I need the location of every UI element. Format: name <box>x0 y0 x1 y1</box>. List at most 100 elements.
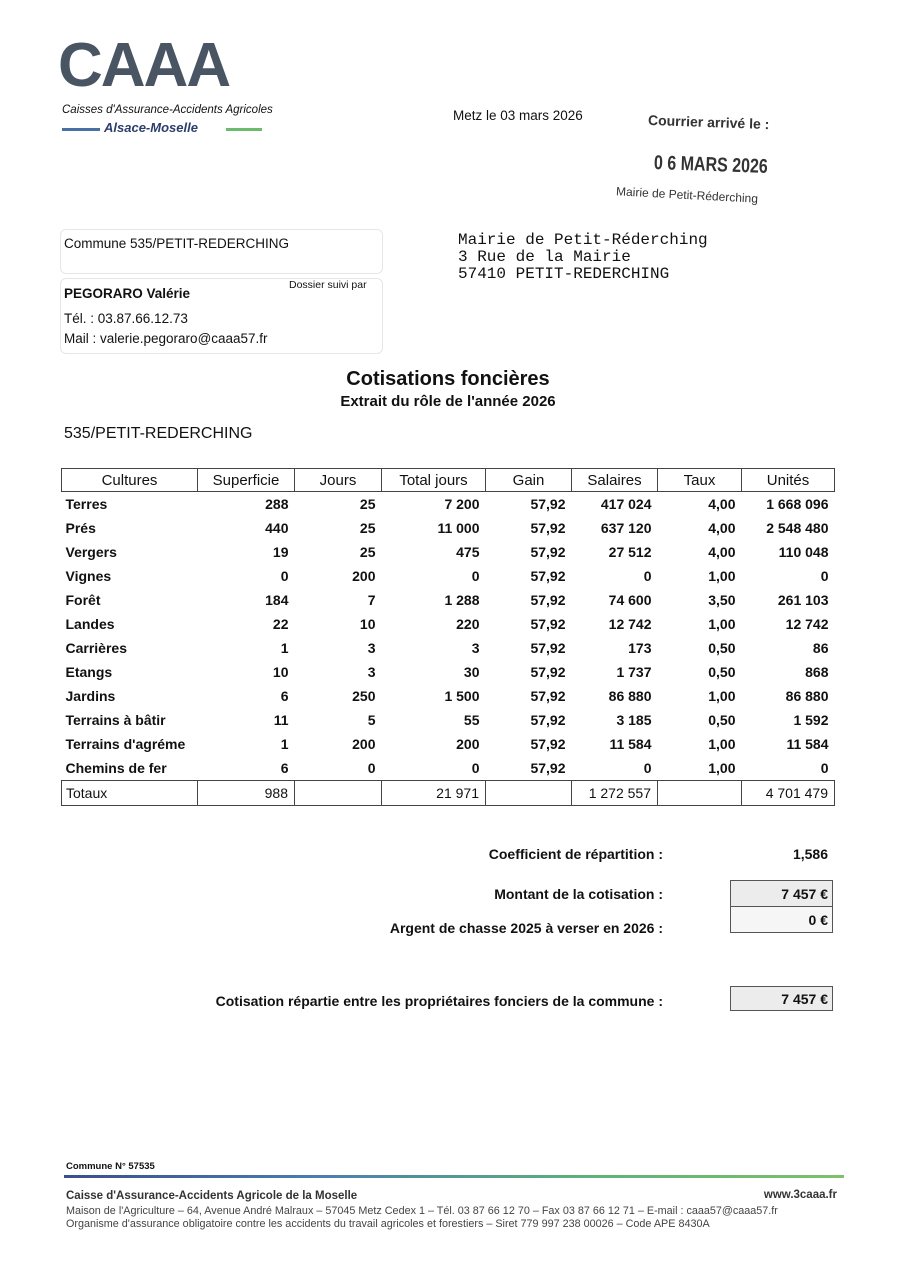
table-cell: 4,00 <box>708 496 736 512</box>
footer-line: Organisme d'assurance obligatoire contre… <box>66 1218 710 1230</box>
summary-label: Argent de chasse 2025 à verser en 2026 : <box>389 920 663 936</box>
table-row: Jardins 6 250 1 500 57,92 86 880 1,00 86 880 <box>62 684 835 708</box>
table-cell: 3 <box>367 664 376 680</box>
table-cell: 1 288 <box>444 592 480 608</box>
table-cell: Terrains d'agréme <box>65 736 186 752</box>
column-header: Unités <box>741 468 835 492</box>
table-cell: Vergers <box>65 544 117 560</box>
summary-value: 7 457 € <box>730 880 833 907</box>
table-cell: 4,00 <box>708 520 736 536</box>
table-row: Chemins de fer 6 0 0 57,92 0 1,00 0 <box>62 756 835 781</box>
footer-org: Caisse d'Assurance-Accidents Agricole de… <box>66 1190 358 1202</box>
table-cell: 200 <box>352 568 376 584</box>
table-cell: 0,50 <box>708 664 736 680</box>
totals-cell: 1 272 557 <box>571 780 658 806</box>
column-header: Total jours <box>381 468 486 492</box>
rule <box>226 128 262 131</box>
footer-line: Maison de l'Agriculture – 64, Avenue And… <box>66 1205 778 1217</box>
table-cell: 0 <box>471 568 480 584</box>
table-cell: 220 <box>456 616 480 632</box>
table-cell: 12 742 <box>785 616 829 632</box>
logo: CAAA <box>58 31 231 100</box>
footer-website: www.3caaa.fr <box>763 1189 837 1201</box>
table-cell: 57,92 <box>530 616 566 632</box>
table-row: Etangs 10 3 30 57,92 1 737 0,50 868 <box>62 660 835 684</box>
table-cell: 5 <box>367 712 376 728</box>
sender-mail: Mail : valerie.pegoraro@caaa57.fr <box>64 331 268 346</box>
footer-rule <box>64 1175 844 1178</box>
table-cell: Prés <box>65 520 96 536</box>
table-cell: 1,00 <box>708 688 736 704</box>
totals-cell: 4 701 479 <box>741 780 835 806</box>
table: Cultures Superficie Jours Total jours Gain Sa… <box>61 468 835 806</box>
summary-value: 7 457 € <box>730 986 833 1011</box>
table-cell: 184 <box>265 592 289 608</box>
table-cell: 7 200 <box>444 496 480 512</box>
table-cell: 11 000 <box>437 520 480 536</box>
table-row: Terrains à bâtir 11 5 55 57,92 3 185 0,50 1 592 <box>62 708 835 732</box>
table-cell: Landes <box>65 616 115 632</box>
table-cell: Terres <box>65 496 108 512</box>
table-cell: 3,50 <box>708 592 736 608</box>
table-cell: 417 024 <box>600 496 652 512</box>
commune-label: 535/PETIT-REDERCHING <box>64 425 253 442</box>
org-name: Caisses d'Assurance-Accidents Agricoles <box>62 104 273 116</box>
table-cell: Jardins <box>65 688 116 704</box>
table-cell: 1,00 <box>708 568 736 584</box>
table-cell: 0 <box>280 568 289 584</box>
table-cell: 250 <box>352 688 376 704</box>
table-cell: 173 <box>628 640 652 656</box>
table-cell: Etangs <box>65 664 113 680</box>
table-cell: 19 <box>272 544 289 560</box>
table-cell: 57,92 <box>530 760 566 776</box>
summary-value: 0 € <box>730 906 833 933</box>
table-cell: 1,00 <box>708 736 736 752</box>
column-header: Gain <box>485 468 572 492</box>
sender-box <box>60 278 383 354</box>
table-row: Vergers 19 25 475 57,92 27 512 4,00 110 048 <box>62 540 835 564</box>
summary-label: Montant de la cotisation : <box>494 886 663 902</box>
table-cell: 475 <box>456 544 480 560</box>
table-cell: 200 <box>456 736 480 752</box>
table-cell: 11 <box>273 712 289 728</box>
table-cell: 1 <box>280 640 289 656</box>
table-cell: 1 500 <box>444 688 480 704</box>
table-cell: 0 <box>643 760 652 776</box>
table-cell: 74 600 <box>608 592 652 608</box>
table-cell: 57,92 <box>530 544 566 560</box>
table-cell: Carrières <box>65 640 128 656</box>
table-cell: 1 <box>280 736 289 752</box>
stamp-recipient: Mairie de Petit-Réderching <box>615 184 759 206</box>
table-cell: 288 <box>265 496 289 512</box>
table-cell: 86 <box>812 640 829 656</box>
table-cell: 27 512 <box>608 544 652 560</box>
column-header: Salaires <box>571 468 658 492</box>
followed-by: Dossier suivi par <box>289 279 367 291</box>
table-cell: 25 <box>359 496 376 512</box>
table-cell: 200 <box>352 736 376 752</box>
table-cell: Chemins de fer <box>65 760 167 776</box>
table-cell: 110 048 <box>778 544 829 560</box>
totals-cell: 21 971 <box>381 780 486 806</box>
table-cell: 868 <box>805 664 829 680</box>
table-cell: Terrains à bâtir <box>65 712 166 728</box>
table-cell: 1 592 <box>793 712 829 728</box>
commune-no: Commune N° 57535 <box>66 1161 155 1172</box>
table-cell: 1,00 <box>708 760 736 776</box>
place-date: Metz le 03 mars 2026 <box>453 108 583 123</box>
table-cell: 1 668 096 <box>766 496 829 512</box>
region: Alsace-Moselle <box>104 120 198 135</box>
table-cell: 3 185 <box>616 712 652 728</box>
stamp-title: Courrier arrivé le : <box>647 111 770 133</box>
table-cell: 6 <box>280 760 289 776</box>
table-cell: 0,50 <box>708 712 736 728</box>
totals-cell: 988 <box>197 780 295 806</box>
address-line: Mairie de Petit-Réderching <box>458 231 708 249</box>
table-cell: 55 <box>463 712 480 728</box>
totals-cell <box>294 780 382 806</box>
table-cell: 0 <box>367 760 376 776</box>
sender-phone: Tél. : 03.87.66.12.73 <box>64 311 188 326</box>
table-cell: 57,92 <box>530 496 566 512</box>
table-cell: 57,92 <box>530 712 566 728</box>
